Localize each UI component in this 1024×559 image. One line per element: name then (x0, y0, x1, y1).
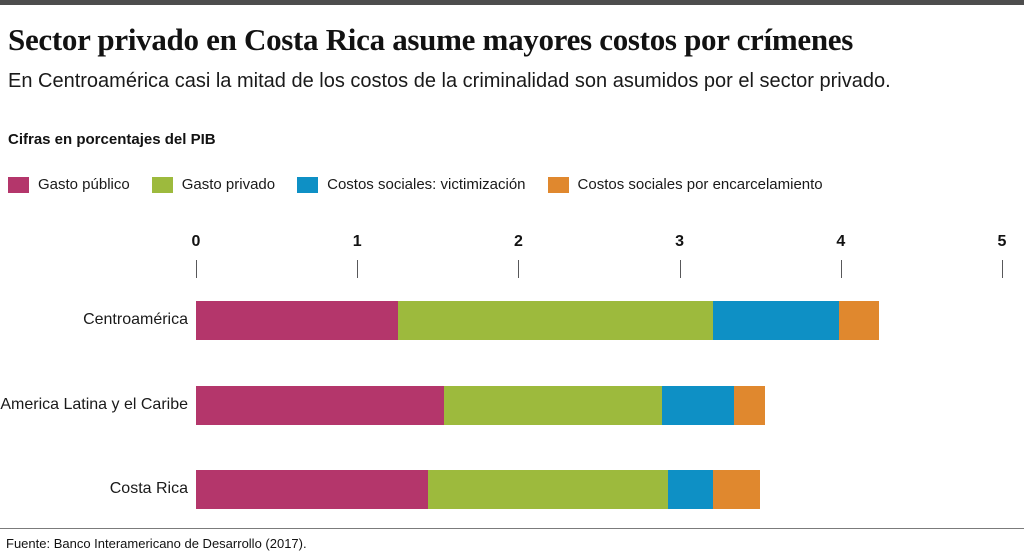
stacked-bar-centroamerica (196, 301, 880, 340)
legend-swatch-icon (547, 176, 569, 193)
legend-item-label: Gasto privado (181, 176, 276, 193)
bar-segment-costos-sociales-victimizacion (661, 386, 735, 425)
bar-segment-gasto-publico (196, 386, 445, 425)
bar-segment-gasto-privado (397, 301, 714, 340)
x-axis-tick-label: 4 (836, 233, 846, 250)
page-title: Sector privado en Costa Rica asume mayor… (8, 22, 853, 57)
bar-segment-costos-sociales-por-encarcelamiento (713, 470, 761, 509)
bar-segment-gasto-publico (196, 470, 429, 509)
x-axis-tick-mark (518, 260, 520, 278)
legend-item-gasto-privado: Gasto privado (151, 176, 276, 193)
legend-item-gasto-publico: Gasto público (8, 176, 130, 193)
legend-item-costos-sociales-por-encarcelamiento: Costos sociales por encarcelamiento (547, 176, 823, 193)
legend-swatch-icon (297, 176, 319, 193)
legend-item-label: Costos sociales por encarcelamiento (577, 176, 823, 193)
x-axis-tick-label: 2 (513, 233, 523, 250)
bar-segment-costos-sociales-por-encarcelamiento (839, 301, 880, 340)
bar-segment-costos-sociales-por-encarcelamiento (734, 386, 765, 425)
units-label: Cifras en porcentajes del PIB (8, 131, 216, 148)
bar-segment-costos-sociales-victimizacion (668, 470, 714, 509)
x-axis-tick-label: 0 (191, 233, 201, 250)
bar-segment-gasto-privado (444, 386, 662, 425)
legend-item-label: Gasto público (38, 176, 130, 193)
bar-segment-gasto-publico (196, 301, 398, 340)
bar-segment-gasto-privado (428, 470, 669, 509)
x-axis-tick-mark (840, 260, 842, 278)
x-axis-tick-label: 1 (352, 233, 362, 250)
x-axis-tick-label: 5 (997, 233, 1007, 250)
bar-segment-costos-sociales-victimizacion (713, 301, 840, 340)
category-label-america-latina-y-el-caribe: America Latina y el Caribe (0, 396, 188, 413)
legend-swatch-icon (8, 176, 29, 193)
top-rule (0, 0, 1024, 5)
x-axis-tick-mark (679, 260, 681, 278)
x-axis-tick-mark (357, 260, 359, 278)
legend-item-label: Costos sociales: victimización (327, 176, 526, 193)
category-label-centroamerica: Centroamérica (83, 311, 188, 328)
source-note: Fuente: Banco Interamericano de Desarrol… (6, 536, 307, 551)
stacked-bar-costa-rica (196, 470, 761, 509)
subtitle: En Centroamérica casi la mitad de los co… (8, 70, 891, 92)
legend: Gasto público Gasto privado Costos sociale… (8, 176, 823, 193)
x-axis-tick-mark (1002, 260, 1003, 278)
footer-rule (0, 528, 1024, 529)
x-axis-tick-mark (196, 260, 197, 278)
stacked-bar-america-latina-y-el-caribe (196, 386, 765, 425)
category-label-costa-rica: Costa Rica (109, 480, 188, 497)
x-axis-tick-label: 3 (675, 233, 685, 250)
legend-item-costos-sociales-victimizacion: Costos sociales: victimización (297, 176, 526, 193)
legend-swatch-icon (151, 176, 173, 193)
